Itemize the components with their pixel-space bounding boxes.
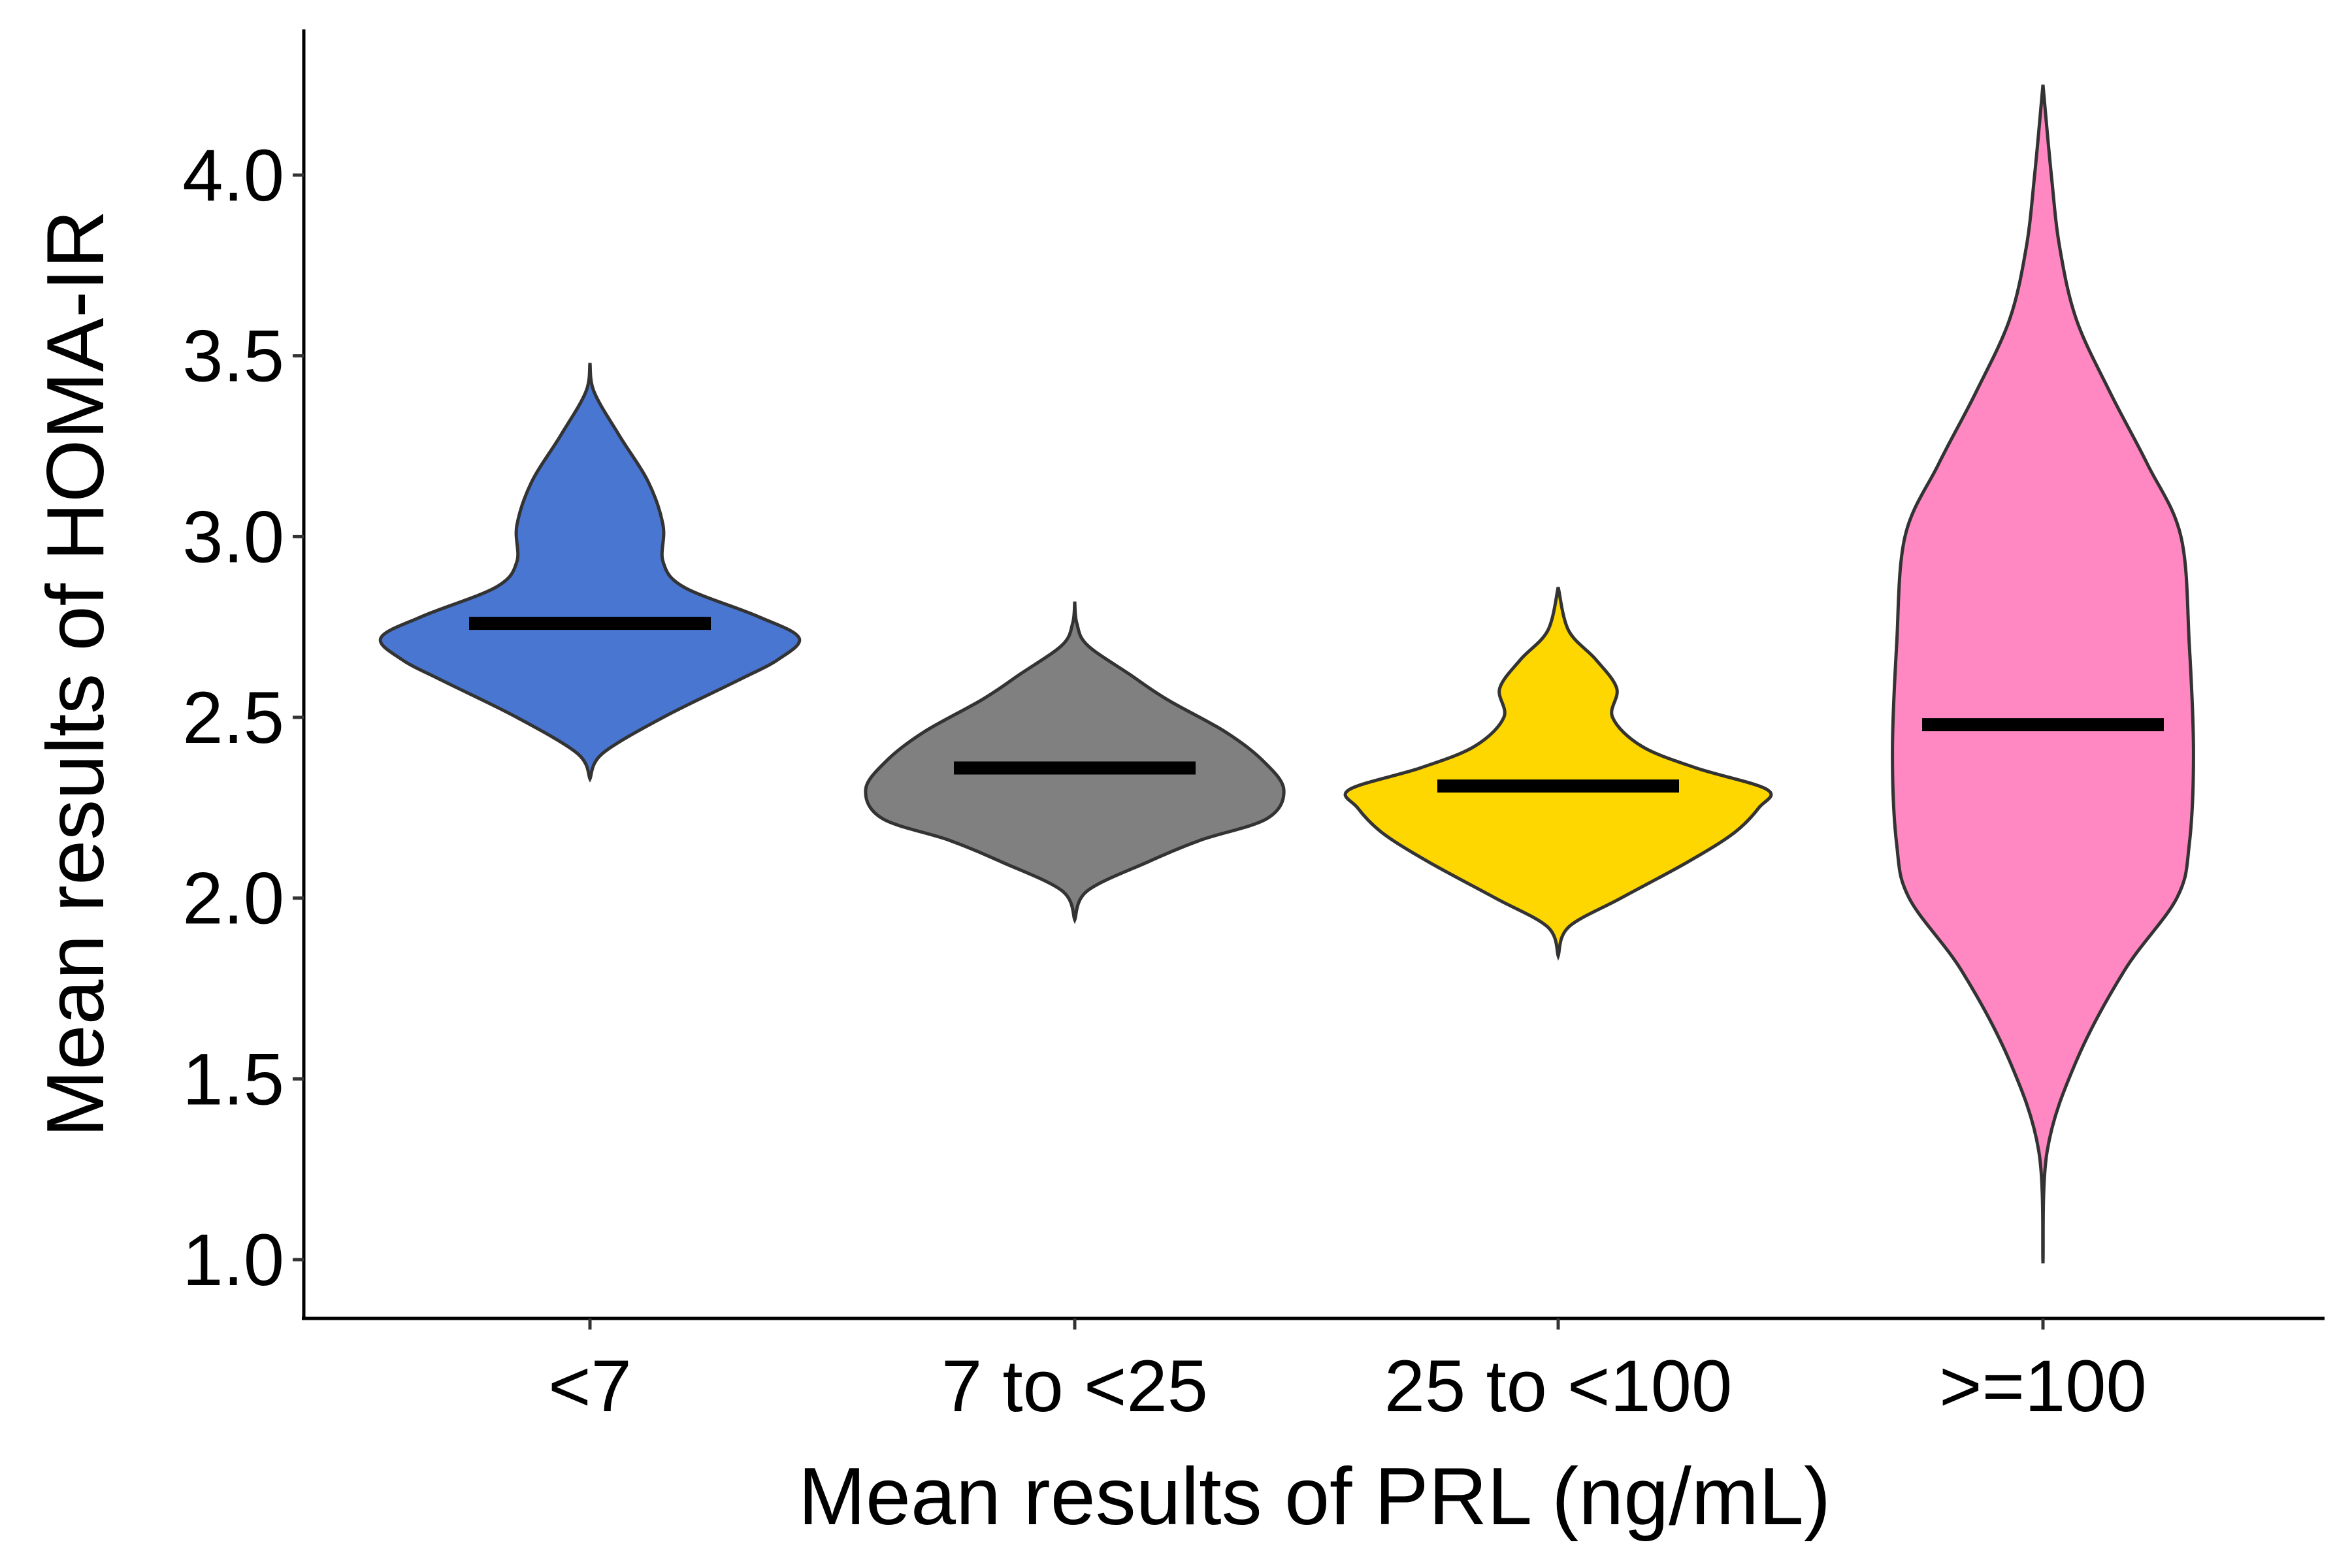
mean-bar-layer — [469, 617, 2164, 793]
y-tick-label: 2.0 — [182, 858, 284, 939]
y-tick-label: 1.5 — [182, 1038, 284, 1120]
y-tick-label: 3.5 — [182, 316, 284, 397]
x-tick-label: 25 to <100 — [1384, 1345, 1733, 1427]
y-axis-ticks: 1.0 1.5 2.0 2.5 3.0 3.5 4.0 — [182, 135, 304, 1301]
y-tick-label: 3.0 — [182, 496, 284, 578]
x-axis-ticks: <7 7 to <25 25 to <100 >=100 — [548, 1318, 2147, 1427]
violin-3 — [1343, 587, 1773, 961]
y-tick-label: 2.5 — [182, 677, 284, 759]
x-tick-label: 7 to <25 — [941, 1345, 1208, 1427]
y-tick-label: 4.0 — [182, 135, 284, 216]
y-axis-title: Mean results of HOMA-IR — [31, 210, 121, 1137]
y-tick-label: 1.0 — [182, 1219, 284, 1301]
x-axis-title: Mean results of PRL (ng/mL) — [798, 1452, 1831, 1542]
violin-1 — [378, 363, 802, 783]
violin-2 — [864, 601, 1286, 924]
x-tick-label: >=100 — [1939, 1345, 2147, 1427]
violin-layer — [378, 84, 2195, 1264]
violin-4 — [1891, 84, 2195, 1264]
x-tick-label: <7 — [548, 1345, 632, 1427]
